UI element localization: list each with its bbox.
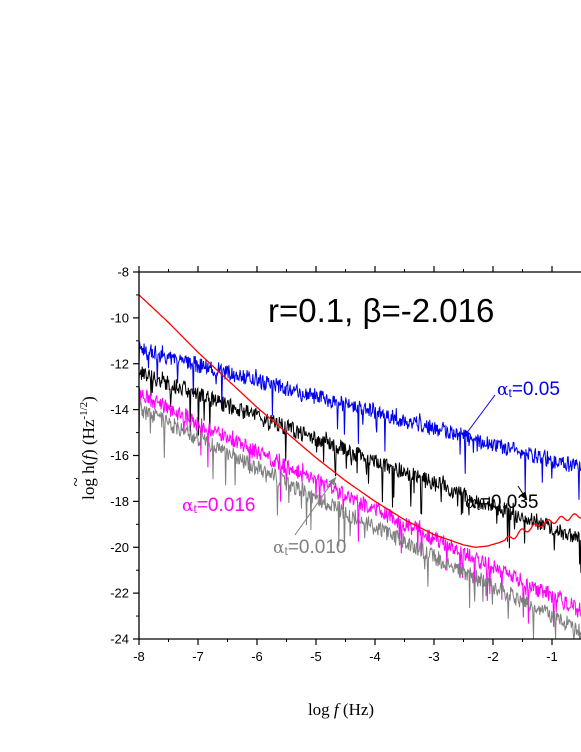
series-layer xyxy=(138,294,581,640)
x-tick-label: -7 xyxy=(192,649,204,664)
annotation-arrowhead xyxy=(519,491,527,500)
annotation-label: αt=0.05 xyxy=(497,379,560,400)
x-ticks: -8 -7 -6 -5 -4 -3 -2 -1 xyxy=(133,266,558,664)
y-tick-label: -22 xyxy=(110,586,129,601)
series-line-3 xyxy=(138,399,581,640)
y-axis-tilde: ~ xyxy=(66,477,85,486)
y-tick-label: -24 xyxy=(110,632,129,647)
chart-title: r=0.1, β=-2.016 xyxy=(268,292,494,329)
annotation-arrow xyxy=(462,394,496,439)
x-tick-label: -4 xyxy=(369,649,381,664)
x-tick-label: -3 xyxy=(428,649,440,664)
series-line-0 xyxy=(138,341,581,500)
series-line-1 xyxy=(138,366,581,573)
y-tick-label: -10 xyxy=(110,310,129,325)
annotation-arrowhead xyxy=(463,429,471,438)
y-tick-label: -16 xyxy=(110,448,129,463)
y-tick-label: -8 xyxy=(117,265,129,280)
annotation-arrowhead xyxy=(328,477,336,486)
x-tick-label: -8 xyxy=(133,649,145,664)
x-tick-label: -1 xyxy=(546,649,558,664)
y-axis-title: log h(f) (Hz-1/2) ~ xyxy=(66,396,98,500)
annotation-label: αt=0.035 xyxy=(465,492,538,513)
annotation-label: αt=0.010 xyxy=(273,537,346,558)
svg-text:log h(f) (Hz-1/2): log h(f) (Hz-1/2) xyxy=(78,396,98,500)
x-tick-label: -6 xyxy=(251,649,263,664)
series-line-4 xyxy=(138,294,581,548)
y-tick-label: -12 xyxy=(110,356,129,371)
y-tick-label: -18 xyxy=(110,494,129,509)
x-tick-label: -2 xyxy=(487,649,499,664)
annotation-label: αt=0.016 xyxy=(182,495,255,516)
x-axis-title: log f (Hz) xyxy=(308,700,374,719)
annotation-arrow xyxy=(294,476,337,536)
y-ticks: -24 -22 -20 -18 -16 -14 -12 -10 -8 xyxy=(110,265,139,647)
y-tick-label: -20 xyxy=(110,540,129,555)
series-line-2 xyxy=(138,387,581,628)
y-tick-label: -14 xyxy=(110,402,129,417)
x-tick-label: -5 xyxy=(310,649,322,664)
